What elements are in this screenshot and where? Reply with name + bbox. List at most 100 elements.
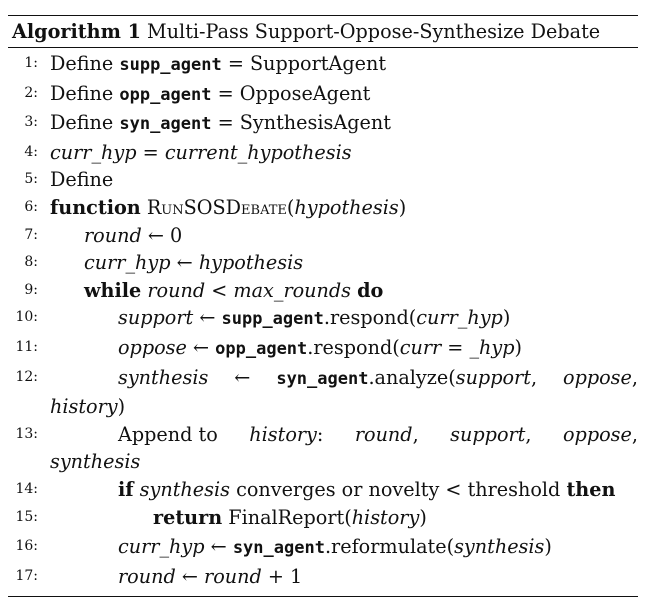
text: Define	[50, 52, 120, 75]
keyword: while	[84, 278, 142, 302]
operator: ←	[234, 365, 251, 389]
variable: curr_hyp	[416, 306, 503, 330]
text: )	[398, 195, 407, 219]
algorithm-title: Multi-Pass Support-Oppose-Synthesize Deb…	[147, 20, 601, 43]
code-identifier: supp_agent	[221, 309, 324, 330]
keyword: then	[566, 477, 616, 501]
line-11: 11: oppose ← opp_agent.respond(curr = _h…	[8, 334, 638, 364]
variable: max_rounds	[233, 278, 352, 302]
code-identifier: syn_agent	[119, 114, 212, 135]
line-number: 13:	[15, 425, 38, 442]
text: Append to	[118, 422, 218, 446]
line-7: 7: round ← 0	[8, 222, 638, 250]
text: ,	[631, 422, 638, 446]
line-14: 14: if synthesis converges or novelty < …	[8, 476, 638, 504]
line-13-continuation: synthesis	[8, 448, 638, 476]
keyword: function	[50, 195, 141, 219]
code-identifier: syn_agent	[232, 538, 325, 559]
line-number: 1:	[24, 55, 38, 71]
line-number: 17:	[15, 567, 38, 584]
text: )	[419, 505, 427, 529]
line-13: 13: Append to history: round, support, o…	[8, 421, 638, 449]
code-identifier: supp_agent	[119, 55, 222, 75]
line-number: 4:	[24, 143, 38, 160]
line-5: 5: Define	[8, 166, 638, 194]
variable: synthesis	[50, 450, 141, 474]
line-8: 8: curr_hyp ← hypothesis	[8, 249, 638, 277]
line-12-continuation: history)	[8, 393, 638, 421]
line-12: 12: synthesis ← syn_agent.analyze(suppor…	[8, 364, 638, 394]
operator: ←	[204, 535, 233, 559]
variable: round	[84, 223, 142, 247]
variable: round	[118, 564, 176, 588]
line-3: 3: Define syn_agent = SynthesisAgent	[8, 109, 638, 139]
text: )	[117, 395, 126, 419]
text: )	[514, 335, 523, 359]
line-1: 1: Define supp_agent = SupportAgent	[8, 50, 638, 80]
text: )	[544, 535, 552, 559]
procedure-name: RunSOSDebate	[146, 195, 287, 219]
operator: =	[136, 140, 165, 164]
text: :	[316, 422, 324, 446]
line-number: 15:	[15, 508, 38, 525]
method: .respond(	[307, 335, 400, 359]
variable: oppose	[563, 365, 632, 389]
variable: current_hypothesis	[164, 140, 352, 164]
line-number: 7:	[24, 226, 38, 243]
variable: synthesis	[139, 477, 230, 501]
variable: round	[147, 278, 206, 302]
text: converges or novelty < threshold	[229, 477, 567, 501]
variable: round	[204, 564, 262, 588]
line-number: 3:	[24, 114, 38, 131]
code-identifier: syn_agent	[276, 368, 369, 389]
variable: curr_hyp	[118, 535, 205, 559]
line-number: 10:	[15, 309, 38, 326]
text: Define	[50, 111, 120, 135]
algorithm-lines: 1: Define supp_agent = SupportAgent 2: D…	[8, 48, 638, 596]
method: .reformulate(	[324, 535, 455, 559]
text: (	[286, 195, 295, 219]
variable: curr = _hyp	[399, 335, 515, 359]
method: .respond(	[323, 306, 417, 330]
code-identifier: opp_agent	[119, 84, 212, 105]
line-9: 9: while round < max_rounds do	[8, 277, 638, 305]
line-number: 16:	[15, 538, 38, 555]
variable: synthesis	[118, 365, 209, 389]
line-number: 2:	[24, 84, 38, 101]
keyword: return	[153, 505, 223, 529]
text: ← 0	[141, 223, 183, 247]
variable: hypothesis	[294, 195, 399, 219]
variable: history	[249, 422, 317, 446]
line-2: 2: Define opp_agent = OpposeAgent	[8, 80, 638, 110]
line-number: 9:	[24, 281, 38, 298]
operator: ←	[170, 251, 199, 275]
variable: support	[455, 365, 531, 389]
line-number: 8:	[24, 254, 38, 271]
line-number: 6:	[24, 198, 38, 215]
variable: curr_hyp	[84, 251, 171, 275]
variable: history	[351, 505, 420, 529]
variable: oppose	[118, 335, 187, 359]
variable: curr_hyp	[50, 140, 137, 164]
text: ,	[530, 365, 538, 389]
text: FinalReport(	[222, 505, 352, 529]
text: Define	[50, 168, 114, 192]
operator: ←	[193, 306, 222, 330]
text: = OpposeAgent	[211, 81, 371, 105]
keyword: do	[357, 278, 384, 302]
variable: round	[354, 422, 413, 446]
line-6: 6: function RunSOSDebate(hypothesis)	[8, 194, 638, 222]
keyword: if	[118, 477, 134, 501]
line-15: 15: return FinalReport(history)	[8, 504, 638, 532]
operator: ←	[175, 564, 205, 588]
variable: support	[450, 422, 526, 446]
variable: history	[50, 395, 118, 419]
text: ,	[525, 422, 532, 446]
line-4: 4: curr_hyp = current_hypothesis	[8, 139, 638, 167]
top-rule	[8, 15, 638, 16]
line-16: 16: curr_hyp ← syn_agent.reformulate(syn…	[8, 533, 638, 563]
text: Define	[50, 81, 120, 105]
variable: oppose	[562, 422, 632, 446]
caption-rule	[8, 47, 638, 48]
text: )	[502, 306, 511, 330]
